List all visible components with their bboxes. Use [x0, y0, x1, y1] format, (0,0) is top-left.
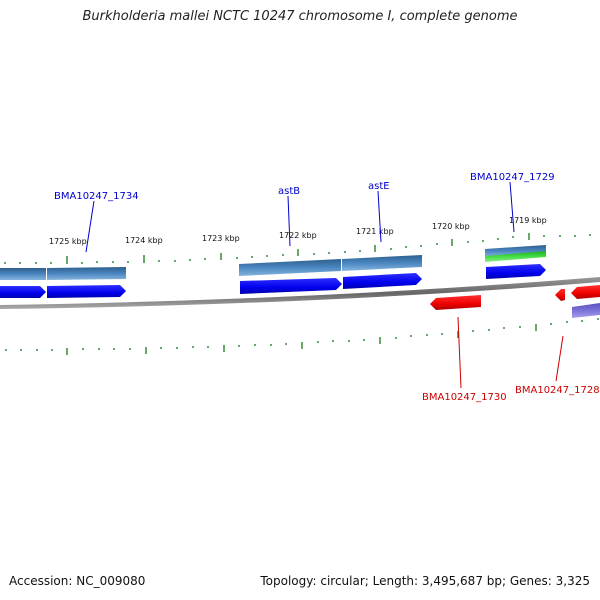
accession-text: Accession: NC_009080 [9, 574, 146, 588]
reverse-tick-track [5, 318, 599, 355]
cds-arrow-1730 [430, 295, 481, 310]
gene-label-astE[interactable]: astE [368, 181, 390, 192]
gene-label-bma1734[interactable]: BMA10247_1734 [54, 191, 139, 202]
forward-tick-track [4, 233, 591, 264]
gene-label-bma1730[interactable]: BMA10247_1730 [422, 392, 507, 403]
genome-backbone [0, 277, 600, 309]
gene-bar-astE [342, 255, 422, 271]
leader-line-1729 [509, 181, 515, 233]
leader-line-astE [377, 190, 382, 243]
tick-label-1724: 1724 kbp [125, 236, 163, 245]
cds-arrow-1734 [47, 285, 126, 298]
gene-bar-reverse [572, 303, 600, 318]
tick-label-1719: 1719 kbp [509, 216, 547, 225]
tick-label-1721: 1721 kbp [356, 227, 394, 236]
tick-label-1725: 1725 kbp [49, 237, 87, 246]
gene-bar [0, 268, 46, 280]
tick-label-1723: 1723 kbp [202, 234, 240, 243]
leader-line-1730 [457, 316, 462, 389]
cds-arrow [571, 285, 600, 299]
forward-gene-track [0, 245, 546, 280]
cds-arrow-astE [343, 273, 422, 289]
cds-arrow-1728 [555, 289, 565, 301]
rna-feature [485, 251, 546, 262]
gene-label-bma1729[interactable]: BMA10247_1729 [470, 172, 555, 183]
gene-bar [47, 267, 126, 280]
leader-line-1728 [555, 335, 564, 382]
map-title: Burkholderia mallei NCTC 10247 chromosom… [82, 9, 518, 24]
tick-label-1722: 1722 kbp [279, 231, 317, 240]
topology-text: Topology: circular; Length: 3,495,687 bp… [260, 574, 590, 588]
gene-label-astB[interactable]: astB [278, 186, 300, 197]
cds-arrow-1729 [486, 264, 546, 279]
reverse-cds-track [430, 285, 600, 310]
leader-line-1734 [85, 200, 95, 253]
gene-label-bma1728[interactable]: BMA10247_1728 [515, 385, 600, 396]
gene-bar-astB [239, 259, 341, 276]
tick-label-1720: 1720 kbp [432, 222, 470, 231]
cds-arrow-astB [240, 278, 342, 294]
leader-line-astB [287, 195, 291, 247]
forward-cds-track [0, 264, 546, 298]
cds-arrow [0, 286, 46, 298]
